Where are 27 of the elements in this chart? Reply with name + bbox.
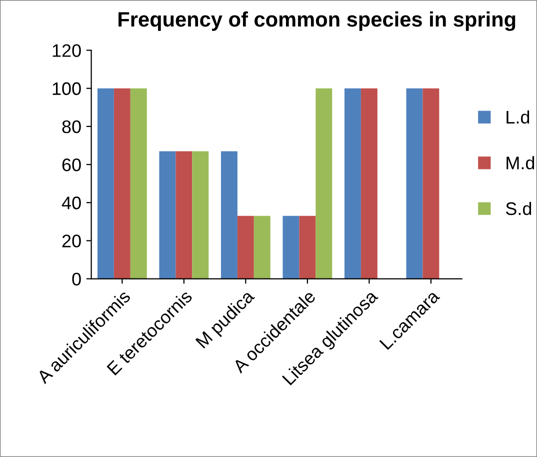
y-tick-label: 40 <box>62 196 81 210</box>
y-tick-label: 0 <box>72 272 81 286</box>
y-tick-label: 80 <box>62 120 81 134</box>
bar <box>282 216 300 279</box>
bar <box>254 216 270 279</box>
bar <box>237 216 254 279</box>
bar <box>422 88 440 279</box>
bar <box>114 88 130 279</box>
bar <box>344 88 361 279</box>
y-tick-label: 60 <box>62 158 81 172</box>
bar <box>192 151 209 279</box>
legend-label: S.d <box>506 202 532 216</box>
bar <box>299 216 316 279</box>
y-tick-label: 100 <box>52 82 81 96</box>
bar <box>159 151 176 279</box>
y-tick-label: 20 <box>62 234 81 248</box>
bar <box>97 88 114 279</box>
bar <box>220 151 238 279</box>
bar <box>130 88 147 279</box>
legend-label: L.d <box>506 110 530 124</box>
bar <box>360 88 378 279</box>
y-tick-label: 120 <box>52 44 81 57</box>
legend-label: M.d <box>506 156 534 170</box>
chart-title: Frequency of common species in spring <box>118 11 516 31</box>
bar <box>316 88 332 279</box>
bar <box>406 88 423 279</box>
bar <box>176 151 192 279</box>
